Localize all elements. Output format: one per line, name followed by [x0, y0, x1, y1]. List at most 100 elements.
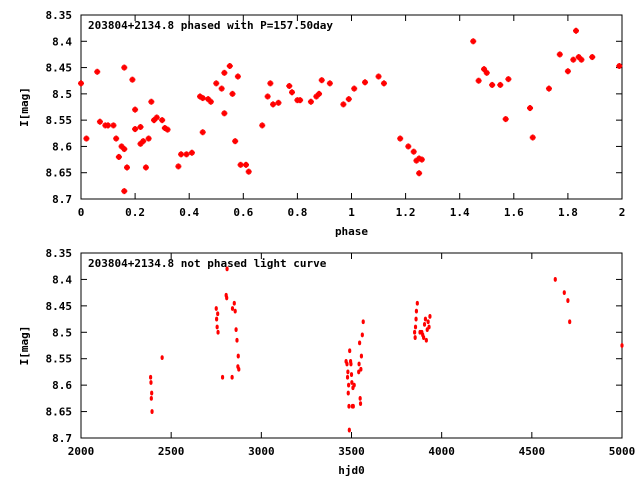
- data-point: [505, 76, 512, 83]
- x-tick-label: 5000: [609, 445, 636, 458]
- data-point: [362, 79, 369, 86]
- data-point: [527, 105, 534, 112]
- data-point: [225, 295, 229, 301]
- data-point: [562, 290, 566, 296]
- data-point: [570, 56, 577, 63]
- data-point: [358, 401, 363, 407]
- data-point: [568, 319, 572, 325]
- data-point: [397, 135, 404, 142]
- x-tick-label: 2: [619, 206, 626, 219]
- y-tick-label: 8.7: [52, 193, 72, 206]
- data-point: [428, 314, 432, 319]
- data-point: [221, 110, 228, 117]
- data-point: [129, 76, 136, 83]
- y-tick-label: 8.4: [52, 35, 72, 48]
- data-point: [347, 382, 351, 388]
- data-point: [164, 126, 171, 133]
- data-point: [121, 146, 128, 153]
- x-tick-label: 2500: [158, 445, 185, 458]
- unphased-plot-frame: [80, 252, 623, 439]
- data-point: [105, 122, 112, 129]
- data-point: [199, 129, 206, 136]
- data-point: [351, 403, 355, 409]
- data-point: [150, 390, 154, 396]
- data-point: [142, 164, 149, 171]
- data-point: [286, 82, 293, 89]
- data-point: [553, 277, 557, 282]
- y-tick-label: 8.65: [46, 167, 73, 180]
- data-point: [422, 321, 427, 327]
- data-point: [237, 161, 244, 168]
- data-point: [360, 332, 364, 338]
- data-point: [230, 374, 234, 380]
- data-point: [160, 355, 164, 361]
- x-tick-label: 1.4: [450, 206, 470, 219]
- data-point: [121, 188, 128, 195]
- data-point: [410, 148, 417, 155]
- data-point: [620, 343, 624, 348]
- data-point: [307, 98, 314, 105]
- y-tick-label: 8.7: [52, 432, 72, 445]
- data-point: [83, 135, 90, 142]
- data-point: [270, 101, 277, 108]
- x-tick-label: 1.2: [396, 206, 416, 219]
- data-point: [318, 77, 325, 84]
- data-point: [175, 163, 182, 170]
- data-point: [413, 329, 417, 335]
- data-point: [357, 361, 361, 367]
- phased-x-axis-title: phase: [335, 225, 368, 238]
- data-point: [229, 90, 236, 97]
- y-tick-label: 8.35: [46, 247, 73, 260]
- data-point: [199, 95, 206, 102]
- data-point: [213, 80, 220, 87]
- data-point: [214, 306, 218, 311]
- data-point: [149, 395, 153, 401]
- data-point: [529, 134, 536, 141]
- x-tick-label: 0: [78, 206, 85, 219]
- data-point: [361, 319, 365, 325]
- data-point: [413, 335, 417, 340]
- data-point: [243, 161, 250, 168]
- data-point: [489, 81, 496, 88]
- data-point: [137, 123, 144, 130]
- data-point: [132, 126, 139, 133]
- data-point: [375, 73, 382, 80]
- data-point: [267, 80, 274, 87]
- x-tick-label: 0.2: [125, 206, 145, 219]
- y-tick-label: 8.4: [52, 273, 72, 286]
- data-point: [545, 85, 552, 92]
- data-point: [589, 54, 596, 61]
- data-point: [96, 118, 103, 125]
- data-point: [216, 311, 220, 317]
- data-point: [380, 80, 387, 87]
- x-tick-label: 3500: [338, 445, 365, 458]
- data-point: [413, 324, 418, 330]
- data-point: [616, 62, 623, 69]
- data-point: [123, 164, 130, 171]
- y-tick-label: 8.65: [46, 406, 73, 419]
- data-point: [326, 80, 333, 87]
- y-tick-label: 8.35: [46, 9, 73, 22]
- data-point: [113, 135, 120, 142]
- data-point: [234, 327, 238, 333]
- data-point: [159, 117, 166, 124]
- data-point: [288, 89, 295, 96]
- data-point: [235, 337, 239, 343]
- y-tick-label: 8.55: [46, 114, 73, 127]
- data-point: [149, 380, 153, 385]
- data-point: [188, 149, 195, 156]
- phased-plot-title: 203804+2134.8 phased with P=157.50day: [88, 19, 333, 32]
- data-point: [346, 390, 350, 396]
- y-tick-label: 8.45: [46, 62, 73, 75]
- data-point: [149, 374, 153, 380]
- x-tick-label: 1.8: [558, 206, 578, 219]
- data-point: [345, 374, 350, 380]
- data-point: [216, 329, 220, 335]
- data-point: [140, 138, 147, 145]
- data-point: [349, 361, 353, 367]
- x-tick-label: 0.8: [287, 206, 307, 219]
- data-point: [426, 319, 430, 325]
- data-point: [340, 101, 347, 108]
- unphased-plot-title: 203804+2134.8 not phased light curve: [88, 257, 327, 270]
